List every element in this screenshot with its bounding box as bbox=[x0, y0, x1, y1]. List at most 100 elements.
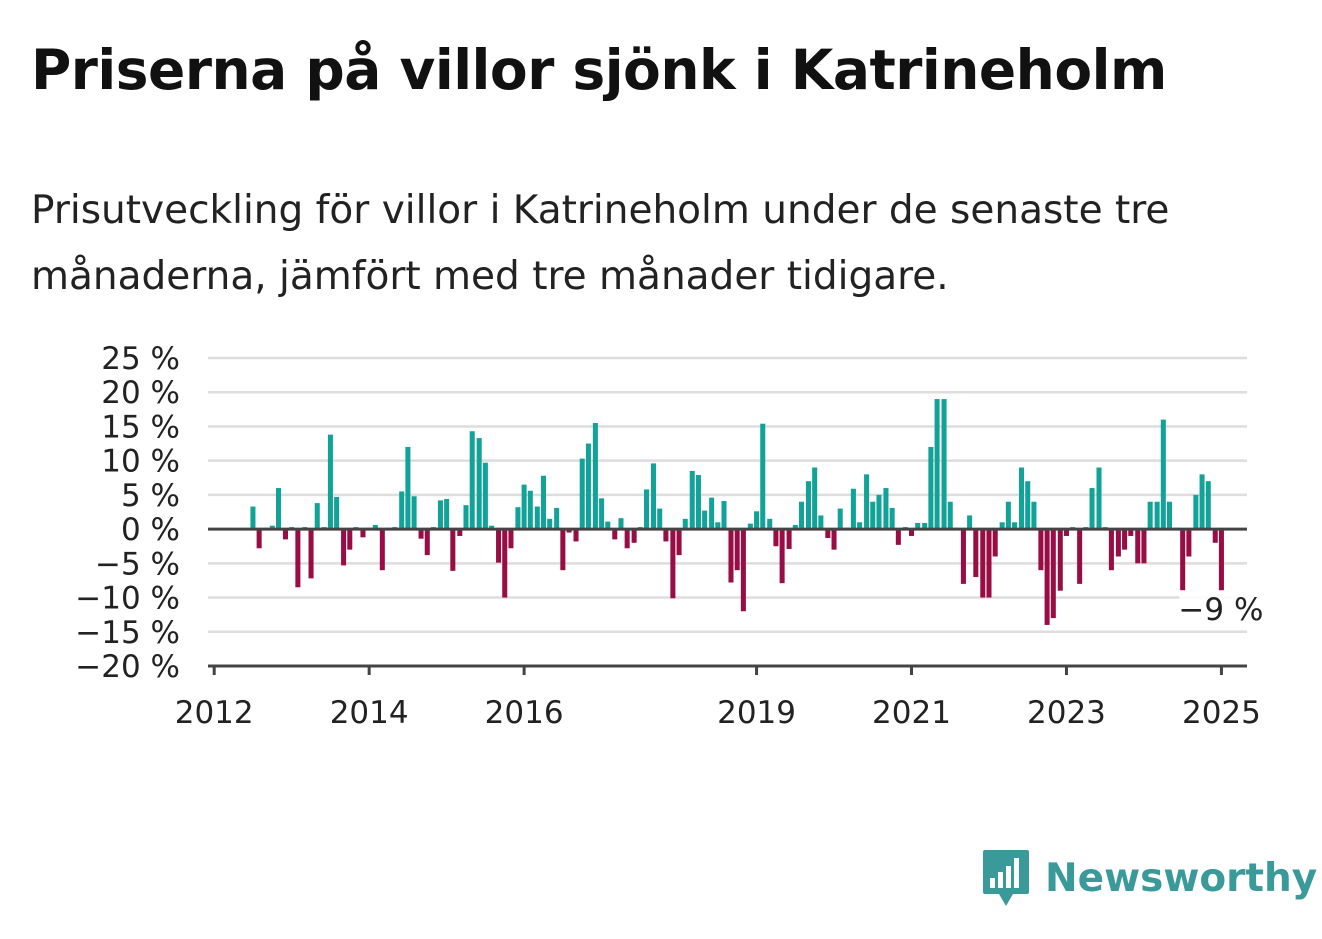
bar bbox=[689, 470, 695, 530]
axes bbox=[208, 527, 1247, 668]
bar bbox=[334, 496, 340, 530]
bar bbox=[1160, 419, 1166, 530]
bar bbox=[715, 522, 721, 530]
bar bbox=[1025, 481, 1031, 530]
bar bbox=[457, 529, 463, 536]
bar bbox=[476, 438, 482, 530]
bar bbox=[444, 498, 450, 530]
bar bbox=[960, 529, 966, 584]
y-tick-label: 15 % bbox=[101, 409, 180, 445]
bar bbox=[275, 488, 282, 530]
bar-chart-speech-bubble-icon bbox=[983, 850, 1029, 906]
bar bbox=[618, 518, 624, 530]
x-tick-label: 2014 bbox=[330, 695, 409, 731]
bar bbox=[540, 475, 547, 530]
bar bbox=[1057, 529, 1063, 591]
bar bbox=[463, 505, 469, 530]
bar bbox=[967, 515, 973, 530]
bar bbox=[1096, 467, 1102, 530]
bar bbox=[825, 529, 831, 539]
bar bbox=[314, 503, 320, 530]
bar bbox=[250, 506, 256, 530]
bar bbox=[631, 529, 637, 543]
y-tick-label: −5 % bbox=[95, 546, 180, 582]
bar bbox=[1193, 494, 1199, 530]
bar bbox=[1038, 529, 1044, 571]
bar bbox=[1141, 529, 1147, 564]
bar bbox=[547, 518, 553, 530]
bar bbox=[883, 488, 889, 530]
bar bbox=[554, 507, 560, 530]
bar bbox=[728, 529, 734, 583]
bar bbox=[1147, 501, 1153, 530]
bar bbox=[812, 467, 818, 530]
bar bbox=[515, 507, 521, 530]
y-tick-label: −15 % bbox=[75, 615, 180, 651]
y-tick-label: 20 % bbox=[101, 375, 180, 411]
bar bbox=[676, 529, 682, 556]
x-tick-label: 2019 bbox=[717, 695, 796, 731]
bar bbox=[644, 489, 650, 530]
bar bbox=[857, 522, 863, 530]
bar bbox=[624, 529, 630, 549]
y-tick-label: 5 % bbox=[121, 478, 180, 514]
bar bbox=[947, 501, 953, 530]
bar bbox=[740, 529, 746, 612]
bar bbox=[579, 458, 585, 530]
bar bbox=[992, 529, 998, 557]
bar bbox=[482, 462, 488, 530]
bar bbox=[405, 446, 411, 530]
bar bbox=[798, 501, 805, 530]
bar bbox=[786, 529, 792, 549]
bar bbox=[831, 529, 837, 550]
bar bbox=[347, 529, 353, 550]
bar bbox=[282, 529, 288, 540]
bar bbox=[399, 491, 405, 530]
bar bbox=[734, 529, 740, 571]
brand-logo: Newsworthy bbox=[981, 848, 1317, 908]
y-tick-label: −20 % bbox=[75, 649, 180, 685]
bar bbox=[1108, 529, 1114, 571]
bar bbox=[895, 529, 901, 545]
bar bbox=[1005, 501, 1011, 530]
bar bbox=[1205, 481, 1211, 530]
bar bbox=[521, 484, 527, 530]
bar bbox=[1167, 501, 1173, 530]
bar bbox=[418, 529, 424, 539]
bar bbox=[670, 529, 676, 599]
x-tick-label: 2025 bbox=[1182, 695, 1261, 731]
bar bbox=[573, 529, 579, 542]
bar bbox=[973, 529, 979, 578]
bar bbox=[980, 529, 986, 598]
y-tick-label: 10 % bbox=[101, 444, 180, 480]
bar bbox=[889, 507, 895, 530]
bar bbox=[372, 525, 378, 530]
bar bbox=[870, 501, 876, 530]
bar bbox=[599, 498, 605, 530]
bar bbox=[779, 529, 785, 584]
bar bbox=[1186, 529, 1192, 557]
bar bbox=[754, 511, 760, 530]
bar bbox=[1212, 529, 1218, 543]
y-tick-label: 25 % bbox=[101, 341, 180, 377]
bar bbox=[605, 521, 611, 530]
bar bbox=[1180, 529, 1186, 591]
bar bbox=[1031, 501, 1037, 530]
annotation-background bbox=[1179, 590, 1276, 631]
bar bbox=[327, 434, 333, 530]
bar bbox=[1122, 529, 1128, 550]
bar bbox=[850, 488, 856, 530]
bar bbox=[1128, 529, 1134, 536]
bar bbox=[928, 446, 934, 530]
annotations: −9 % bbox=[1178, 590, 1276, 631]
bar bbox=[379, 529, 385, 571]
bar bbox=[502, 529, 508, 598]
bar bbox=[308, 529, 314, 579]
bar bbox=[760, 423, 766, 530]
bar bbox=[1089, 488, 1095, 530]
bar bbox=[915, 522, 921, 530]
bar bbox=[612, 529, 618, 540]
bar bbox=[1019, 467, 1025, 530]
bar bbox=[818, 515, 824, 530]
x-tick-label: 2016 bbox=[485, 695, 564, 731]
